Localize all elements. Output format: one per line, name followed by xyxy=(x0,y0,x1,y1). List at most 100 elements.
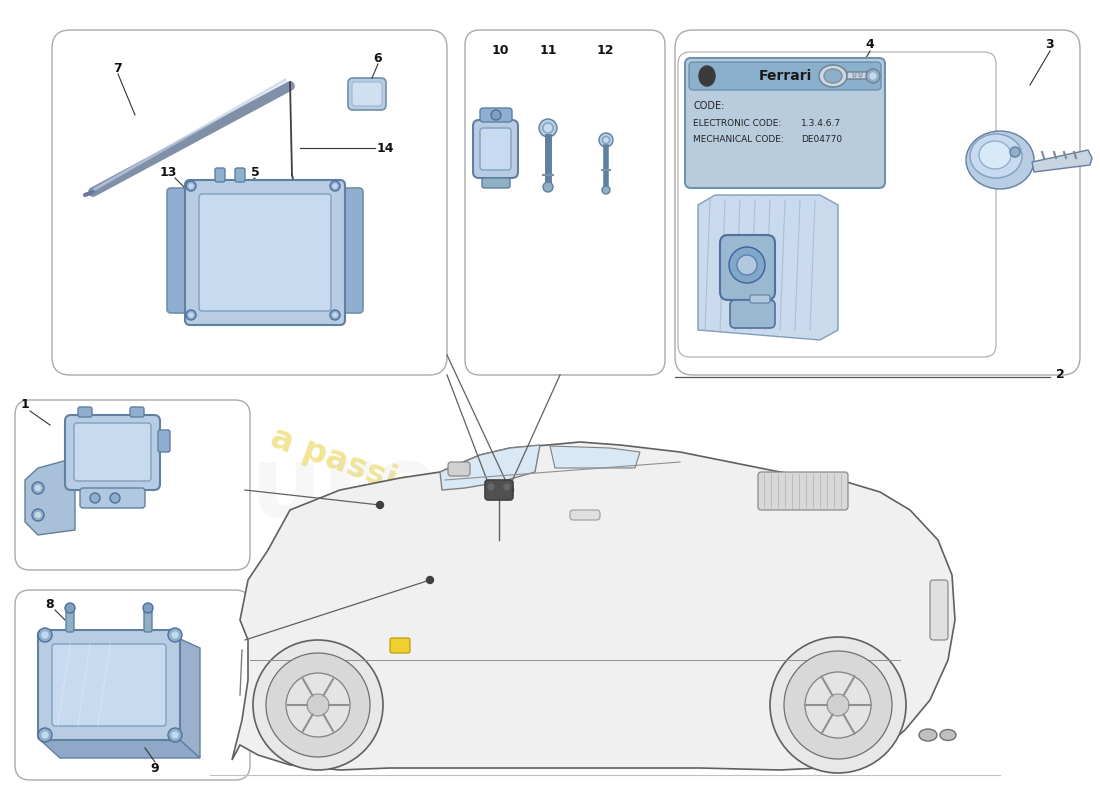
Text: 4: 4 xyxy=(866,38,874,51)
Circle shape xyxy=(168,728,182,742)
Text: a passion for fans since 1885: a passion for fans since 1885 xyxy=(266,421,794,639)
Ellipse shape xyxy=(979,141,1011,169)
Circle shape xyxy=(488,484,494,490)
Text: 10: 10 xyxy=(492,43,508,57)
FancyBboxPatch shape xyxy=(78,407,92,417)
FancyBboxPatch shape xyxy=(235,168,245,182)
FancyBboxPatch shape xyxy=(730,300,776,328)
FancyBboxPatch shape xyxy=(185,180,345,325)
FancyBboxPatch shape xyxy=(199,194,331,311)
Ellipse shape xyxy=(970,134,1022,178)
Circle shape xyxy=(543,123,553,133)
Circle shape xyxy=(35,513,41,518)
Text: 6: 6 xyxy=(374,51,383,65)
Circle shape xyxy=(253,640,383,770)
FancyBboxPatch shape xyxy=(80,488,145,508)
Ellipse shape xyxy=(820,65,847,87)
Text: 3: 3 xyxy=(1046,38,1054,51)
FancyBboxPatch shape xyxy=(480,108,512,122)
Polygon shape xyxy=(698,195,838,340)
FancyBboxPatch shape xyxy=(473,120,518,178)
FancyBboxPatch shape xyxy=(867,72,870,77)
Circle shape xyxy=(491,110,501,120)
Circle shape xyxy=(729,247,764,283)
FancyBboxPatch shape xyxy=(758,472,848,510)
Circle shape xyxy=(805,672,871,738)
Circle shape xyxy=(32,509,44,521)
Circle shape xyxy=(42,732,48,738)
Ellipse shape xyxy=(824,69,842,83)
FancyBboxPatch shape xyxy=(480,128,512,170)
FancyBboxPatch shape xyxy=(65,415,160,490)
FancyBboxPatch shape xyxy=(750,295,770,303)
Ellipse shape xyxy=(940,730,956,741)
Circle shape xyxy=(186,310,196,320)
Circle shape xyxy=(486,484,494,492)
Circle shape xyxy=(870,73,876,79)
Circle shape xyxy=(35,486,41,490)
Text: 14: 14 xyxy=(376,142,394,154)
FancyBboxPatch shape xyxy=(465,30,666,375)
Circle shape xyxy=(376,502,384,509)
Text: MECHANICAL CODE:: MECHANICAL CODE: xyxy=(693,135,783,145)
FancyBboxPatch shape xyxy=(852,72,856,77)
Circle shape xyxy=(737,255,757,275)
Circle shape xyxy=(603,137,609,143)
FancyBboxPatch shape xyxy=(390,638,410,653)
Circle shape xyxy=(286,673,350,737)
FancyBboxPatch shape xyxy=(348,78,386,110)
FancyBboxPatch shape xyxy=(144,610,152,632)
Circle shape xyxy=(427,577,433,583)
FancyBboxPatch shape xyxy=(214,168,225,182)
FancyBboxPatch shape xyxy=(15,400,250,570)
FancyBboxPatch shape xyxy=(930,580,948,640)
FancyBboxPatch shape xyxy=(66,610,74,632)
Circle shape xyxy=(39,728,52,742)
Text: eurocars: eurocars xyxy=(184,442,676,538)
Text: Ferrari: Ferrari xyxy=(758,69,812,83)
Polygon shape xyxy=(178,638,200,758)
FancyBboxPatch shape xyxy=(448,462,470,476)
Text: DE04770: DE04770 xyxy=(801,135,843,145)
Circle shape xyxy=(307,694,329,716)
Text: CODE:: CODE: xyxy=(693,101,725,111)
Circle shape xyxy=(90,493,100,503)
Polygon shape xyxy=(1032,150,1092,172)
Circle shape xyxy=(189,313,192,317)
Circle shape xyxy=(32,482,44,494)
Polygon shape xyxy=(25,458,75,535)
FancyBboxPatch shape xyxy=(52,644,166,726)
Ellipse shape xyxy=(918,729,937,741)
Circle shape xyxy=(504,484,510,490)
FancyBboxPatch shape xyxy=(720,235,775,300)
Circle shape xyxy=(543,182,553,192)
Polygon shape xyxy=(232,442,955,770)
Ellipse shape xyxy=(698,66,715,86)
Circle shape xyxy=(333,184,337,188)
Text: 11: 11 xyxy=(539,43,557,57)
Polygon shape xyxy=(39,738,200,758)
Circle shape xyxy=(65,603,75,613)
Circle shape xyxy=(600,133,613,147)
Circle shape xyxy=(186,181,196,191)
FancyBboxPatch shape xyxy=(130,407,144,417)
Text: ELECTRONIC CODE:: ELECTRONIC CODE: xyxy=(693,119,781,129)
Circle shape xyxy=(172,632,178,638)
Circle shape xyxy=(506,486,514,494)
FancyBboxPatch shape xyxy=(689,62,881,90)
Text: 1: 1 xyxy=(21,398,30,411)
Circle shape xyxy=(1010,147,1020,157)
FancyBboxPatch shape xyxy=(859,72,862,77)
FancyBboxPatch shape xyxy=(15,590,250,780)
Circle shape xyxy=(770,637,906,773)
Circle shape xyxy=(168,628,182,642)
Circle shape xyxy=(866,69,880,83)
FancyBboxPatch shape xyxy=(74,423,151,481)
Circle shape xyxy=(602,186,610,194)
FancyBboxPatch shape xyxy=(158,430,170,452)
Circle shape xyxy=(784,651,892,759)
FancyBboxPatch shape xyxy=(675,30,1080,375)
Circle shape xyxy=(172,732,178,738)
FancyBboxPatch shape xyxy=(570,510,600,520)
Circle shape xyxy=(333,313,337,317)
